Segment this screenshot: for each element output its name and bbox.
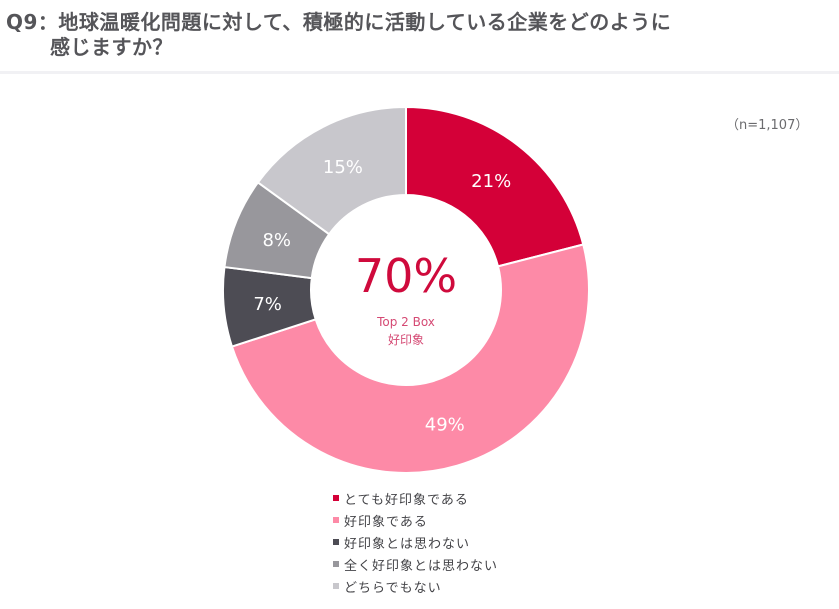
- center-label-top2box: Top 2 Box: [376, 315, 435, 329]
- segment-percentage-label: 49%: [425, 414, 465, 435]
- legend-swatch-icon: [333, 583, 339, 589]
- legend-label: どちらでもない: [344, 580, 442, 596]
- chart-legend: とても好印象である 好印象である 好印象とは思わない 全く好印象とは思わない ど…: [333, 487, 498, 597]
- legend-swatch-icon: [333, 539, 339, 545]
- donut-segment: [230, 243, 590, 474]
- donut-segments: [222, 105, 590, 474]
- legend-label: とても好印象である: [344, 492, 469, 508]
- legend-item: 好印象である: [333, 509, 498, 531]
- legend-swatch-icon: [333, 517, 339, 523]
- question-title: Q9：地球温暖化問題に対して、積極的に活動している企業をどのように 感じますか？: [6, 10, 671, 60]
- legend-swatch-icon: [333, 561, 339, 567]
- legend-item: 好印象とは思わない: [333, 531, 498, 553]
- legend-item: どちらでもない: [333, 575, 498, 597]
- legend-label: 全く好印象とは思わない: [344, 558, 499, 574]
- donut-segment: [405, 105, 585, 268]
- title-line-1: Q9：地球温暖化問題に対して、積極的に活動している企業をどのように: [6, 10, 672, 34]
- title-line-2: 感じますか？: [50, 35, 173, 59]
- center-label-favorable: 好印象: [388, 333, 424, 347]
- legend-swatch-icon: [333, 495, 339, 501]
- donut-segment: [256, 105, 407, 236]
- sample-size-label: （n=1,107）: [726, 118, 809, 133]
- segment-percentage-label: 15%: [323, 157, 363, 178]
- segment-percentage-label: 8%: [262, 230, 291, 251]
- segment-percentage-label: 21%: [471, 171, 511, 192]
- segment-percentage-label: 7%: [253, 294, 282, 315]
- center-percentage: 70%: [355, 249, 457, 303]
- legend-label: 好印象とは思わない: [344, 536, 471, 552]
- segment-labels: 21% 49% 7% 8% 15%: [253, 157, 511, 435]
- legend-label: 好印象である: [344, 514, 428, 530]
- legend-item: 全く好印象とは思わない: [333, 553, 498, 575]
- title-divider: [0, 71, 839, 74]
- legend-item: とても好印象である: [333, 487, 498, 509]
